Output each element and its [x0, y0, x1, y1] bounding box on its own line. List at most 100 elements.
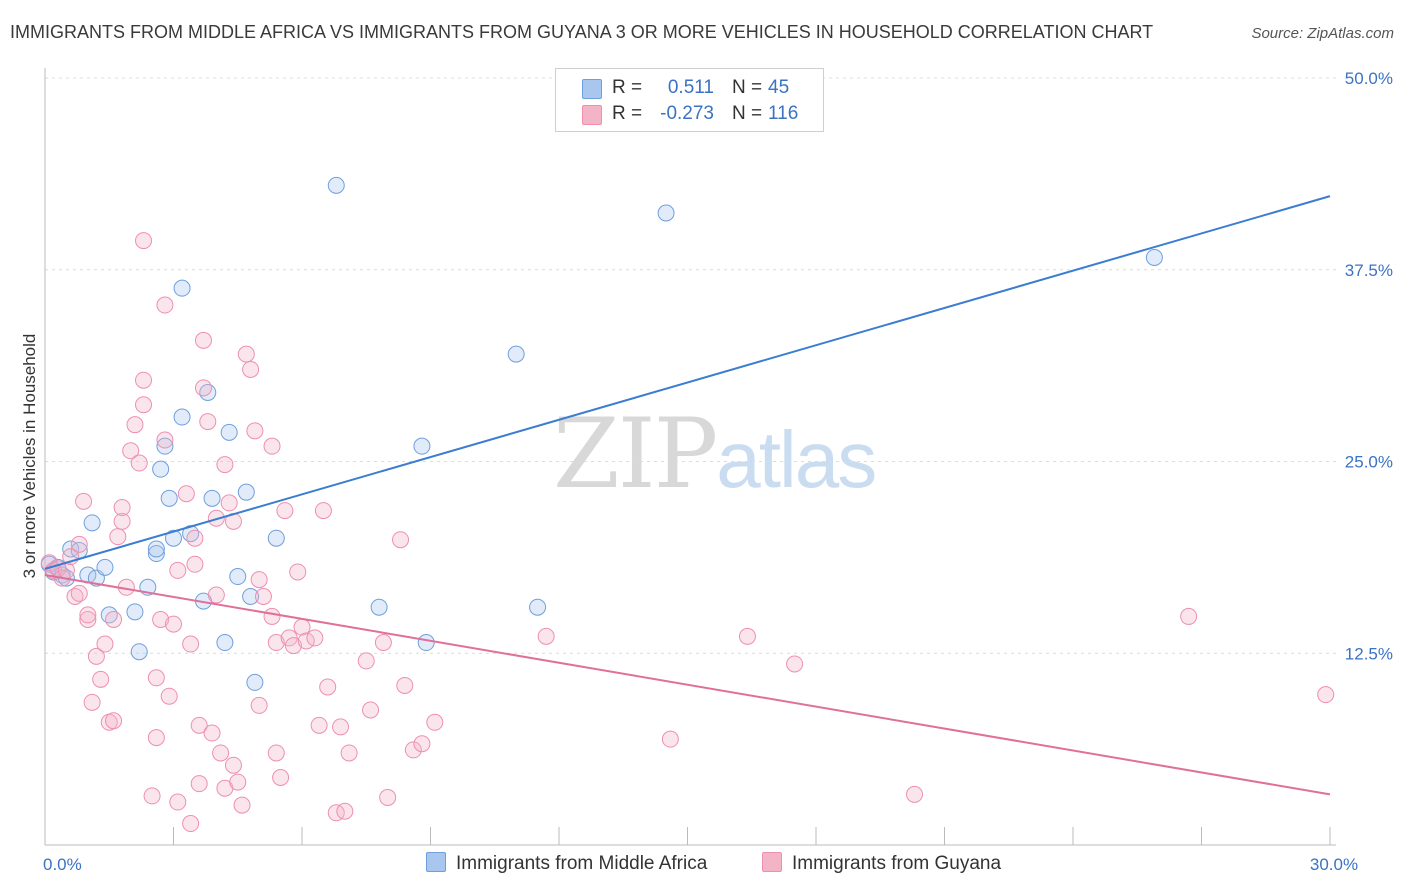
point-guyana — [177, 485, 195, 503]
point-guyana — [216, 456, 234, 474]
point-guyana — [143, 787, 161, 805]
point-guyana — [267, 744, 285, 762]
point-guyana — [203, 724, 221, 742]
point-middle-africa — [130, 643, 148, 661]
stats-box: R = 0.511 N = 45 R = -0.273 N = 116 — [555, 68, 824, 132]
watermark-atlas: atlas — [716, 415, 877, 504]
point-middle-africa — [173, 408, 191, 426]
point-guyana — [786, 655, 804, 673]
legend-swatch-middle-africa — [426, 852, 446, 872]
point-guyana — [426, 713, 444, 731]
point-guyana — [906, 785, 924, 803]
point-guyana — [537, 627, 555, 645]
point-middle-africa — [83, 514, 101, 532]
point-guyana — [314, 502, 332, 520]
point-guyana — [242, 360, 260, 378]
point-guyana — [70, 535, 88, 553]
point-guyana — [186, 555, 204, 573]
point-middle-africa — [657, 204, 675, 222]
point-guyana — [135, 232, 153, 250]
point-guyana — [362, 701, 380, 719]
point-middle-africa — [327, 176, 345, 194]
point-middle-africa — [165, 529, 182, 547]
watermark: ZIPatlas — [553, 398, 877, 510]
y-tick-label: 25.0% — [1345, 453, 1393, 472]
point-guyana — [413, 735, 431, 753]
point-guyana — [83, 693, 101, 711]
point-guyana — [332, 718, 350, 736]
stats-r-value: -0.273 — [660, 103, 714, 124]
point-guyana — [92, 670, 110, 688]
point-guyana — [122, 442, 140, 460]
point-middle-africa — [229, 568, 247, 586]
point-guyana — [147, 669, 165, 687]
point-guyana — [199, 413, 217, 431]
point-guyana — [105, 611, 123, 629]
point-middle-africa — [160, 489, 178, 507]
point-guyana — [190, 716, 208, 734]
trend-line-middle-africa — [44, 195, 1331, 570]
point-middle-africa — [147, 545, 165, 563]
point-middle-africa — [417, 634, 435, 652]
stats-n-label: N = — [732, 103, 763, 124]
stats-n-value: 116 — [768, 103, 799, 124]
point-guyana — [289, 563, 307, 581]
point-guyana — [220, 494, 238, 512]
point-middle-africa — [529, 598, 547, 616]
point-guyana — [182, 815, 200, 833]
point-middle-africa — [216, 634, 234, 652]
point-guyana — [404, 741, 422, 759]
legend-swatch-guyana — [762, 852, 782, 872]
point-middle-africa — [507, 345, 525, 363]
point-guyana — [135, 371, 153, 389]
point-guyana — [109, 528, 127, 546]
point-guyana — [182, 635, 200, 653]
point-guyana — [233, 796, 251, 814]
point-guyana — [156, 296, 174, 314]
point-guyana — [207, 586, 225, 604]
y-tick-label: 37.5% — [1345, 261, 1393, 280]
point-guyana — [357, 652, 375, 670]
point-guyana — [738, 627, 756, 645]
point-guyana — [194, 331, 212, 349]
legend: Immigrants from Middle Africa Immigrants… — [0, 852, 1406, 878]
point-guyana — [87, 647, 105, 665]
point-guyana — [79, 606, 97, 624]
point-guyana — [224, 756, 242, 774]
x-tick-label: 30.0% — [1310, 855, 1358, 874]
point-guyana — [165, 615, 182, 633]
point-guyana — [105, 712, 123, 730]
y-axis-label: 3 or more Vehicles in Household — [20, 333, 39, 579]
point-middle-africa — [126, 603, 144, 621]
source-credit: Source: ZipAtlas.com — [1251, 25, 1394, 42]
point-guyana — [79, 611, 97, 629]
point-guyana — [280, 629, 298, 647]
point-guyana — [272, 769, 290, 787]
point-guyana — [169, 561, 187, 579]
point-guyana — [113, 499, 131, 517]
point-guyana — [75, 492, 93, 510]
point-middle-africa — [267, 529, 285, 547]
point-guyana — [194, 379, 212, 397]
point-middle-africa — [147, 540, 165, 558]
legend-label: Immigrants from Middle Africa — [456, 853, 708, 874]
point-middle-africa — [246, 673, 264, 691]
point-guyana — [276, 502, 294, 520]
point-middle-africa — [370, 598, 388, 616]
stats-n-label: N = — [732, 77, 763, 98]
point-guyana — [1317, 686, 1335, 704]
point-guyana — [661, 730, 679, 748]
y-tick-label: 50.0% — [1345, 69, 1393, 88]
stats-r-value: 0.511 — [667, 77, 714, 98]
point-guyana — [229, 773, 247, 791]
point-guyana — [147, 729, 165, 747]
point-guyana — [250, 571, 268, 589]
point-guyana — [160, 687, 178, 705]
legend-item-middle-africa[interactable]: Immigrants from Middle Africa — [426, 852, 707, 875]
point-guyana — [126, 416, 144, 434]
legend-item-guyana[interactable]: Immigrants from Guyana — [762, 852, 1001, 875]
point-middle-africa — [173, 279, 191, 297]
point-guyana — [113, 512, 131, 530]
legend-label: Immigrants from Guyana — [792, 853, 1002, 874]
stats-row-guyana: R = -0.273 N = 116 — [556, 101, 823, 127]
